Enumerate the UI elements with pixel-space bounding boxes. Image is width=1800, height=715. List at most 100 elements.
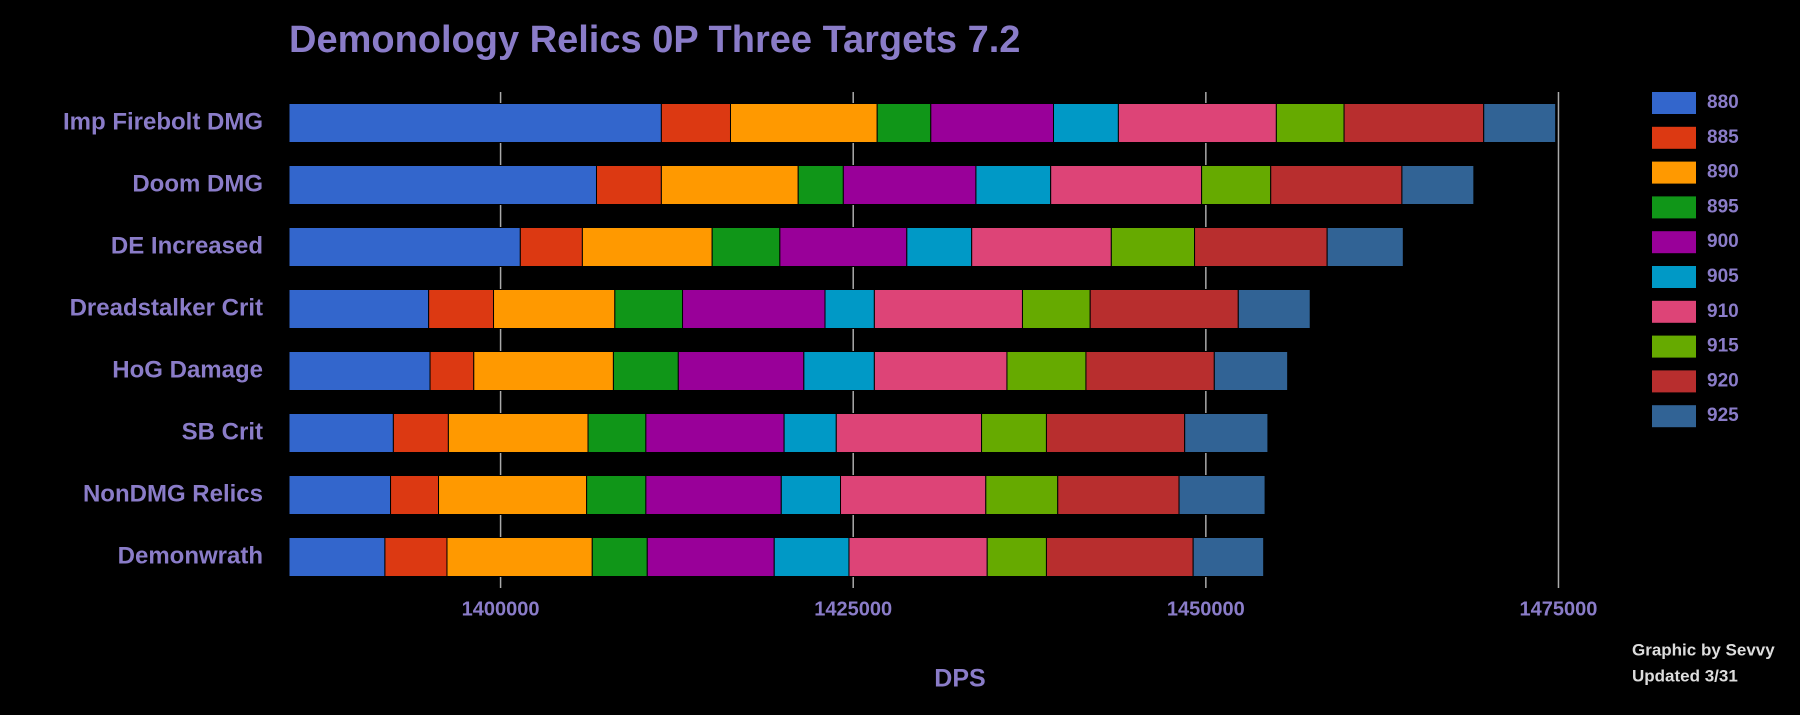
bar-segment [975, 165, 1052, 205]
bar-segment [986, 537, 1047, 577]
bar-segment [1089, 289, 1239, 329]
bar-segment [985, 475, 1059, 515]
y-tick-label: Doom DMG [132, 170, 263, 197]
bar-segment [840, 475, 987, 515]
bar-segment [1021, 289, 1091, 329]
bar-segment [1326, 227, 1404, 267]
bar-segment [1237, 289, 1311, 329]
bar-segment [446, 537, 593, 577]
bar-segment [842, 165, 977, 205]
bar-segment [835, 413, 983, 453]
bar-segment [646, 537, 775, 577]
legend-swatch [1652, 300, 1696, 323]
bar-segment [586, 475, 647, 515]
bar-segment [1045, 413, 1186, 453]
y-tick-label: DE Increased [111, 232, 263, 259]
legend-swatch [1652, 231, 1696, 254]
x-tick-label: 1425000 [814, 598, 892, 620]
bar-segment [392, 413, 449, 453]
bar-segment [930, 103, 1055, 143]
bar-segment [288, 289, 430, 329]
bar-segment [447, 413, 589, 453]
chart-title: Demonology Relics 0P Three Targets 7.2 [289, 19, 1020, 61]
bar-segment [779, 227, 908, 267]
legend-label: 920 [1707, 370, 1739, 391]
bar-segment [493, 289, 616, 329]
bar-segment [390, 475, 440, 515]
bar-segment [581, 227, 713, 267]
bar-segment [873, 351, 1008, 391]
bar-segment [660, 103, 731, 143]
y-tick-label: SB Crit [182, 418, 263, 445]
bar-segment [682, 289, 826, 329]
legend-label: 885 [1707, 127, 1739, 148]
legend-swatch [1652, 196, 1696, 219]
bar-segment [1050, 165, 1203, 205]
bar-segment [1057, 475, 1180, 515]
bar-segment [1201, 165, 1272, 205]
bar-segment [587, 413, 647, 453]
bar-segment [1184, 413, 1269, 453]
bar-segment [612, 351, 679, 391]
y-tick-label: Demonwrath [118, 542, 263, 569]
bar-segment [1085, 351, 1215, 391]
bar-segment [1483, 103, 1557, 143]
x-axis-label: DPS [934, 665, 985, 693]
legend-swatch [1652, 266, 1696, 288]
bar-segment [1270, 165, 1403, 205]
y-tick-label: NonDMG Relics [83, 480, 263, 507]
bar-segment [1275, 103, 1345, 143]
bar-segment [429, 351, 475, 391]
bar-segment [873, 289, 1023, 329]
legend-swatch [1652, 335, 1696, 358]
x-tick-label: 1475000 [1520, 598, 1598, 620]
bar-segment [1045, 537, 1194, 577]
bar-segment [595, 165, 662, 205]
bar-segment [729, 103, 878, 143]
bar-segment [803, 351, 875, 391]
bar-segment [906, 227, 973, 267]
bar-segment [1343, 103, 1485, 143]
bar-segment [1178, 475, 1266, 515]
bar-segment [1192, 537, 1265, 577]
bar-segment [677, 351, 805, 391]
y-tick-label: Imp Firebolt DMG [63, 108, 263, 135]
bar-segment [519, 227, 583, 267]
legend-swatch [1652, 405, 1696, 428]
bar-segment [384, 537, 448, 577]
bar-segment [438, 475, 588, 515]
bar-segment [876, 103, 932, 143]
legend-label: 900 [1707, 231, 1739, 252]
bar-segment [971, 227, 1112, 267]
bar-segment [660, 165, 799, 205]
legend-label: 925 [1707, 405, 1739, 426]
legend-swatch [1652, 92, 1696, 114]
bar-segment [288, 475, 392, 515]
legend-swatch [1652, 126, 1696, 149]
bar-segment [428, 289, 495, 329]
bar-segment [1117, 103, 1277, 143]
legend-label: 895 [1707, 196, 1739, 217]
bar-segment [645, 475, 782, 515]
bar-segment [288, 537, 386, 577]
legend-label: 905 [1707, 266, 1739, 287]
y-tick-label: Dreadstalker Crit [70, 294, 263, 321]
legend-label: 880 [1707, 92, 1739, 113]
bar-segment [783, 413, 837, 453]
bar-segment [288, 165, 597, 205]
bar-segment [1194, 227, 1328, 267]
y-tick-label: HoG Damage [112, 356, 263, 383]
bar-segment [1006, 351, 1087, 391]
bar-segment [1110, 227, 1196, 267]
bar-segment [981, 413, 1047, 453]
bar-segment [473, 351, 614, 391]
bar-segment [711, 227, 781, 267]
bar-segment [1213, 351, 1289, 391]
bar-segment [780, 475, 842, 515]
credit: Graphic by Sevvy [1632, 640, 1775, 659]
bar-segment [773, 537, 850, 577]
bar-segment [1401, 165, 1475, 205]
bar-segment [591, 537, 648, 577]
bar-segment [797, 165, 844, 205]
